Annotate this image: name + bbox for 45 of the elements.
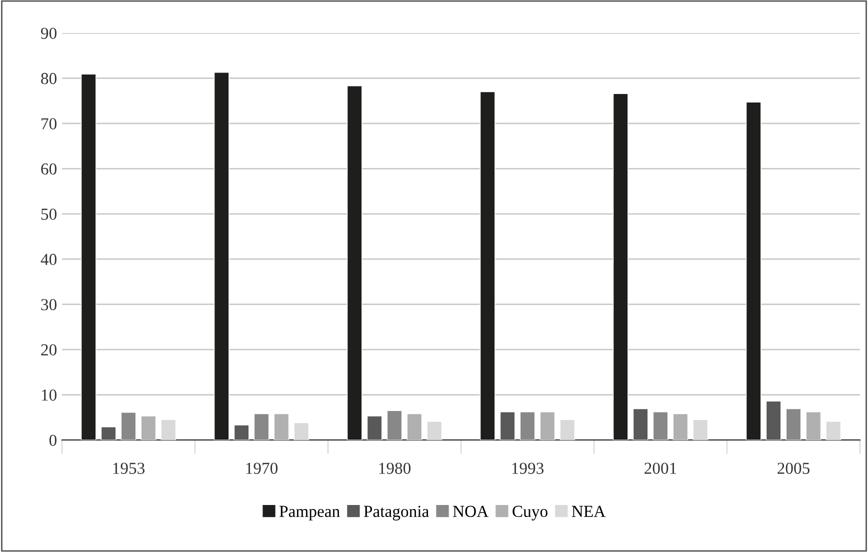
y-tick-label: 30	[41, 299, 57, 310]
bar	[254, 413, 270, 440]
bar	[366, 416, 382, 440]
x-tick-label: 2005	[778, 462, 810, 474]
legend-label: Patagonia	[364, 506, 429, 520]
bar	[386, 410, 402, 440]
y-tick-label: 80	[41, 72, 57, 84]
x-tick-label: 1980	[379, 462, 411, 474]
bar	[826, 421, 842, 440]
bar	[786, 408, 802, 440]
bar	[692, 419, 708, 440]
legend-label: NEA	[572, 506, 606, 517]
legend-label: Pampean	[279, 506, 340, 520]
bar	[234, 424, 250, 440]
bar	[520, 412, 536, 440]
bar	[540, 412, 556, 440]
bar	[672, 413, 688, 440]
x-tick-label: 1953	[113, 462, 145, 474]
y-tick-label: 40	[40, 254, 57, 266]
bar	[406, 413, 422, 440]
bar	[632, 408, 648, 440]
legend-label: NOA	[452, 506, 488, 518]
y-tick-label: 20	[41, 344, 57, 356]
y-tick-label: 70	[42, 118, 57, 130]
bar	[426, 421, 442, 440]
bar	[140, 416, 156, 440]
x-tick-label: 1993	[512, 462, 544, 474]
legend-label: Cuyo	[512, 506, 548, 520]
bar	[806, 412, 822, 440]
x-tick-label: 1970	[246, 462, 278, 474]
y-tick-label: 0	[49, 434, 57, 446]
bar	[274, 413, 290, 440]
x-tick-label: 2001	[644, 462, 676, 474]
bar	[160, 419, 176, 440]
bar	[766, 400, 782, 440]
bar	[294, 422, 310, 440]
bar	[652, 412, 668, 440]
bar	[500, 412, 516, 440]
y-tick-label: 10	[42, 389, 57, 401]
bar	[560, 419, 576, 440]
y-tick-label: 90	[41, 28, 57, 39]
y-tick-label: 50	[41, 208, 57, 220]
bar	[100, 426, 116, 440]
y-tick-label: 60	[41, 163, 57, 175]
bar	[120, 412, 136, 440]
